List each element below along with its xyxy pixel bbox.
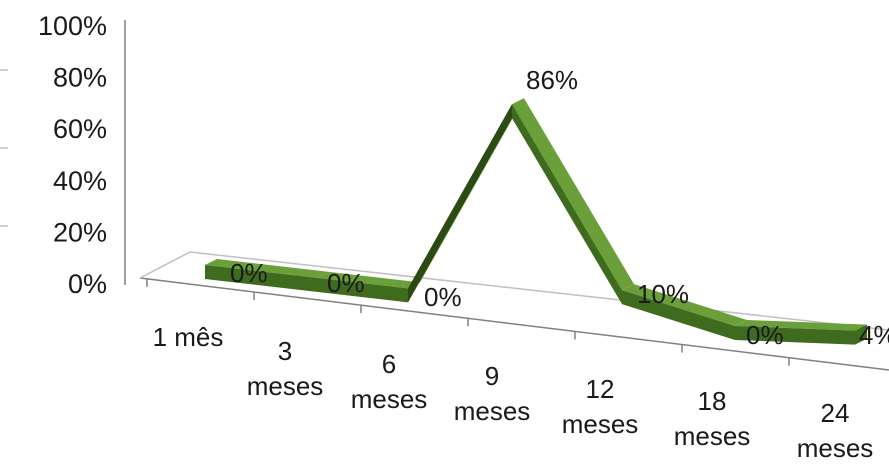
y-tick-label: 100% (38, 11, 107, 41)
data-label: 0% (230, 258, 268, 288)
ribbon-top-face (318, 271, 420, 289)
x-tick-marks (146, 278, 790, 366)
ribbon-top-face (512, 98, 634, 291)
x-tick-label-line: 24 (821, 398, 850, 428)
x-tick-label-line: 9 (485, 361, 499, 391)
x-tick-label-line: meses (562, 409, 639, 439)
data-label: 4% (859, 320, 889, 350)
x-tick-label: 12 meses (562, 374, 639, 439)
floor-left-edge (139, 251, 191, 279)
y-tick-label: 20% (53, 217, 107, 247)
ribbon-side-face (318, 277, 408, 303)
ribbon-side-face (408, 104, 512, 303)
x-tick-label: 9 meses (454, 361, 531, 426)
series-ribbon (205, 98, 867, 345)
ribbon-top-face (735, 319, 867, 331)
x-tick-label: 18 meses (674, 386, 751, 451)
x-tick-label: 3 meses (247, 336, 324, 401)
ribbon-side-face (622, 290, 735, 340)
data-label: 10% (637, 279, 689, 309)
ribbon-side-face (205, 265, 318, 292)
y-tick-label: 40% (53, 166, 107, 196)
floor-back-edge (189, 251, 889, 331)
ribbon-top-face (622, 284, 747, 326)
data-label: 0% (327, 268, 365, 298)
x-tick-label-line: 12 (586, 374, 615, 404)
x-tick-label-line: 18 (698, 386, 727, 416)
x-tick-label-line: 1 mês (153, 322, 224, 352)
x-tick-label-line: meses (454, 396, 531, 426)
x-tick-label: 1 mês (153, 322, 224, 352)
ribbon-side-face (735, 325, 855, 345)
x-axis-line (139, 277, 889, 371)
x-tick-label-line: 3 (278, 336, 292, 366)
y-tick-label: 0% (68, 269, 107, 299)
data-label: 0% (424, 282, 462, 312)
ribbon-end-cap (855, 324, 867, 345)
x-tick-label-line: meses (797, 433, 874, 463)
x-tick-label-line: meses (247, 371, 324, 401)
ribbon-top-face (205, 259, 330, 278)
x-tick-label-line: meses (674, 421, 751, 451)
y-tick-label: 60% (53, 114, 107, 144)
y-tick-label: 80% (53, 63, 107, 93)
x-tick-label-line: meses (351, 384, 428, 414)
data-label: 0% (746, 320, 784, 350)
data-labels: 0% 0% 0% 86% 10% 0% 4% (230, 65, 889, 350)
data-label: 86% (526, 65, 578, 95)
x-tick-label: 24 meses (797, 398, 874, 463)
ribbon-side-face (512, 104, 622, 305)
x-tick-label-line: 6 (382, 349, 396, 379)
y-tick-labels: 0% 20% 40% 60% 80% 100% (38, 11, 107, 299)
x-tick-label: 6 meses (351, 349, 428, 414)
x-tick-labels: 1 mês 3 meses 6 meses 9 meses 12 meses 18 meses 24 m… (153, 322, 874, 463)
